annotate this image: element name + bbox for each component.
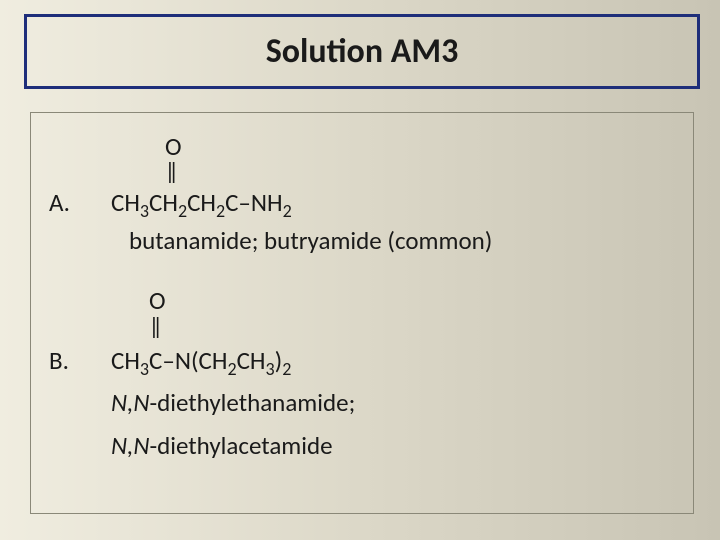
formula-sub: 2 xyxy=(216,200,225,222)
formula-text: CH xyxy=(111,345,140,376)
formula-text: C–N(CH xyxy=(149,345,227,376)
formula-text: CH xyxy=(187,187,216,218)
part-a-name: butanamide; butryamide (common) xyxy=(49,223,675,259)
formula-text: CH xyxy=(149,187,178,218)
formula-sub: 3 xyxy=(140,200,149,222)
formula-sub: 2 xyxy=(283,200,292,222)
formula-text: C–NH xyxy=(225,187,283,218)
content-box: O ‖ A. CH3CH2CH2C–NH2 butanamide; butrya… xyxy=(30,112,694,514)
part-a-formula-row: A. CH3CH2CH2C–NH2 xyxy=(49,185,675,221)
formula-text: CH xyxy=(237,345,266,376)
part-b-double-bond: ‖ xyxy=(49,316,675,338)
formula-sub: 2 xyxy=(178,200,187,222)
formula-sub: 3 xyxy=(265,358,274,380)
formula-text: CH xyxy=(111,187,140,218)
part-b-formula-row: B. CH3C–N(CH2CH3)2 xyxy=(49,339,675,379)
part-b-formula: CH3C–N(CH2CH3)2 xyxy=(111,343,291,379)
part-a-oxygen: O xyxy=(49,129,675,165)
part-a-formula: CH3CH2CH2C–NH2 xyxy=(111,185,292,221)
name-prefix-italic: N,N xyxy=(111,430,149,461)
name-rest: -diethylethanamide; xyxy=(149,387,355,418)
name-prefix-italic: N,N xyxy=(111,387,149,418)
part-b-label: B. xyxy=(49,339,111,379)
formula-sub: 2 xyxy=(227,358,236,380)
page-title: Solution AM3 xyxy=(27,31,697,72)
part-b-oxygen: O xyxy=(49,283,675,319)
content-inner: O ‖ A. CH3CH2CH2C–NH2 butanamide; butrya… xyxy=(31,113,693,474)
part-a-label: A. xyxy=(49,185,111,221)
name-rest: -diethylacetamide xyxy=(149,430,332,461)
title-box: Solution AM3 xyxy=(24,14,700,89)
part-b-name2: N,N-diethylacetamide xyxy=(49,428,675,464)
formula-sub: 3 xyxy=(140,358,149,380)
part-a-double-bond: ‖ xyxy=(49,161,675,183)
part-b-name1: N,N-diethylethanamide; xyxy=(49,385,675,421)
formula-sub: 2 xyxy=(282,358,291,380)
slide: Solution AM3 O ‖ A. CH3CH2CH2C–NH2 butan… xyxy=(0,0,720,540)
